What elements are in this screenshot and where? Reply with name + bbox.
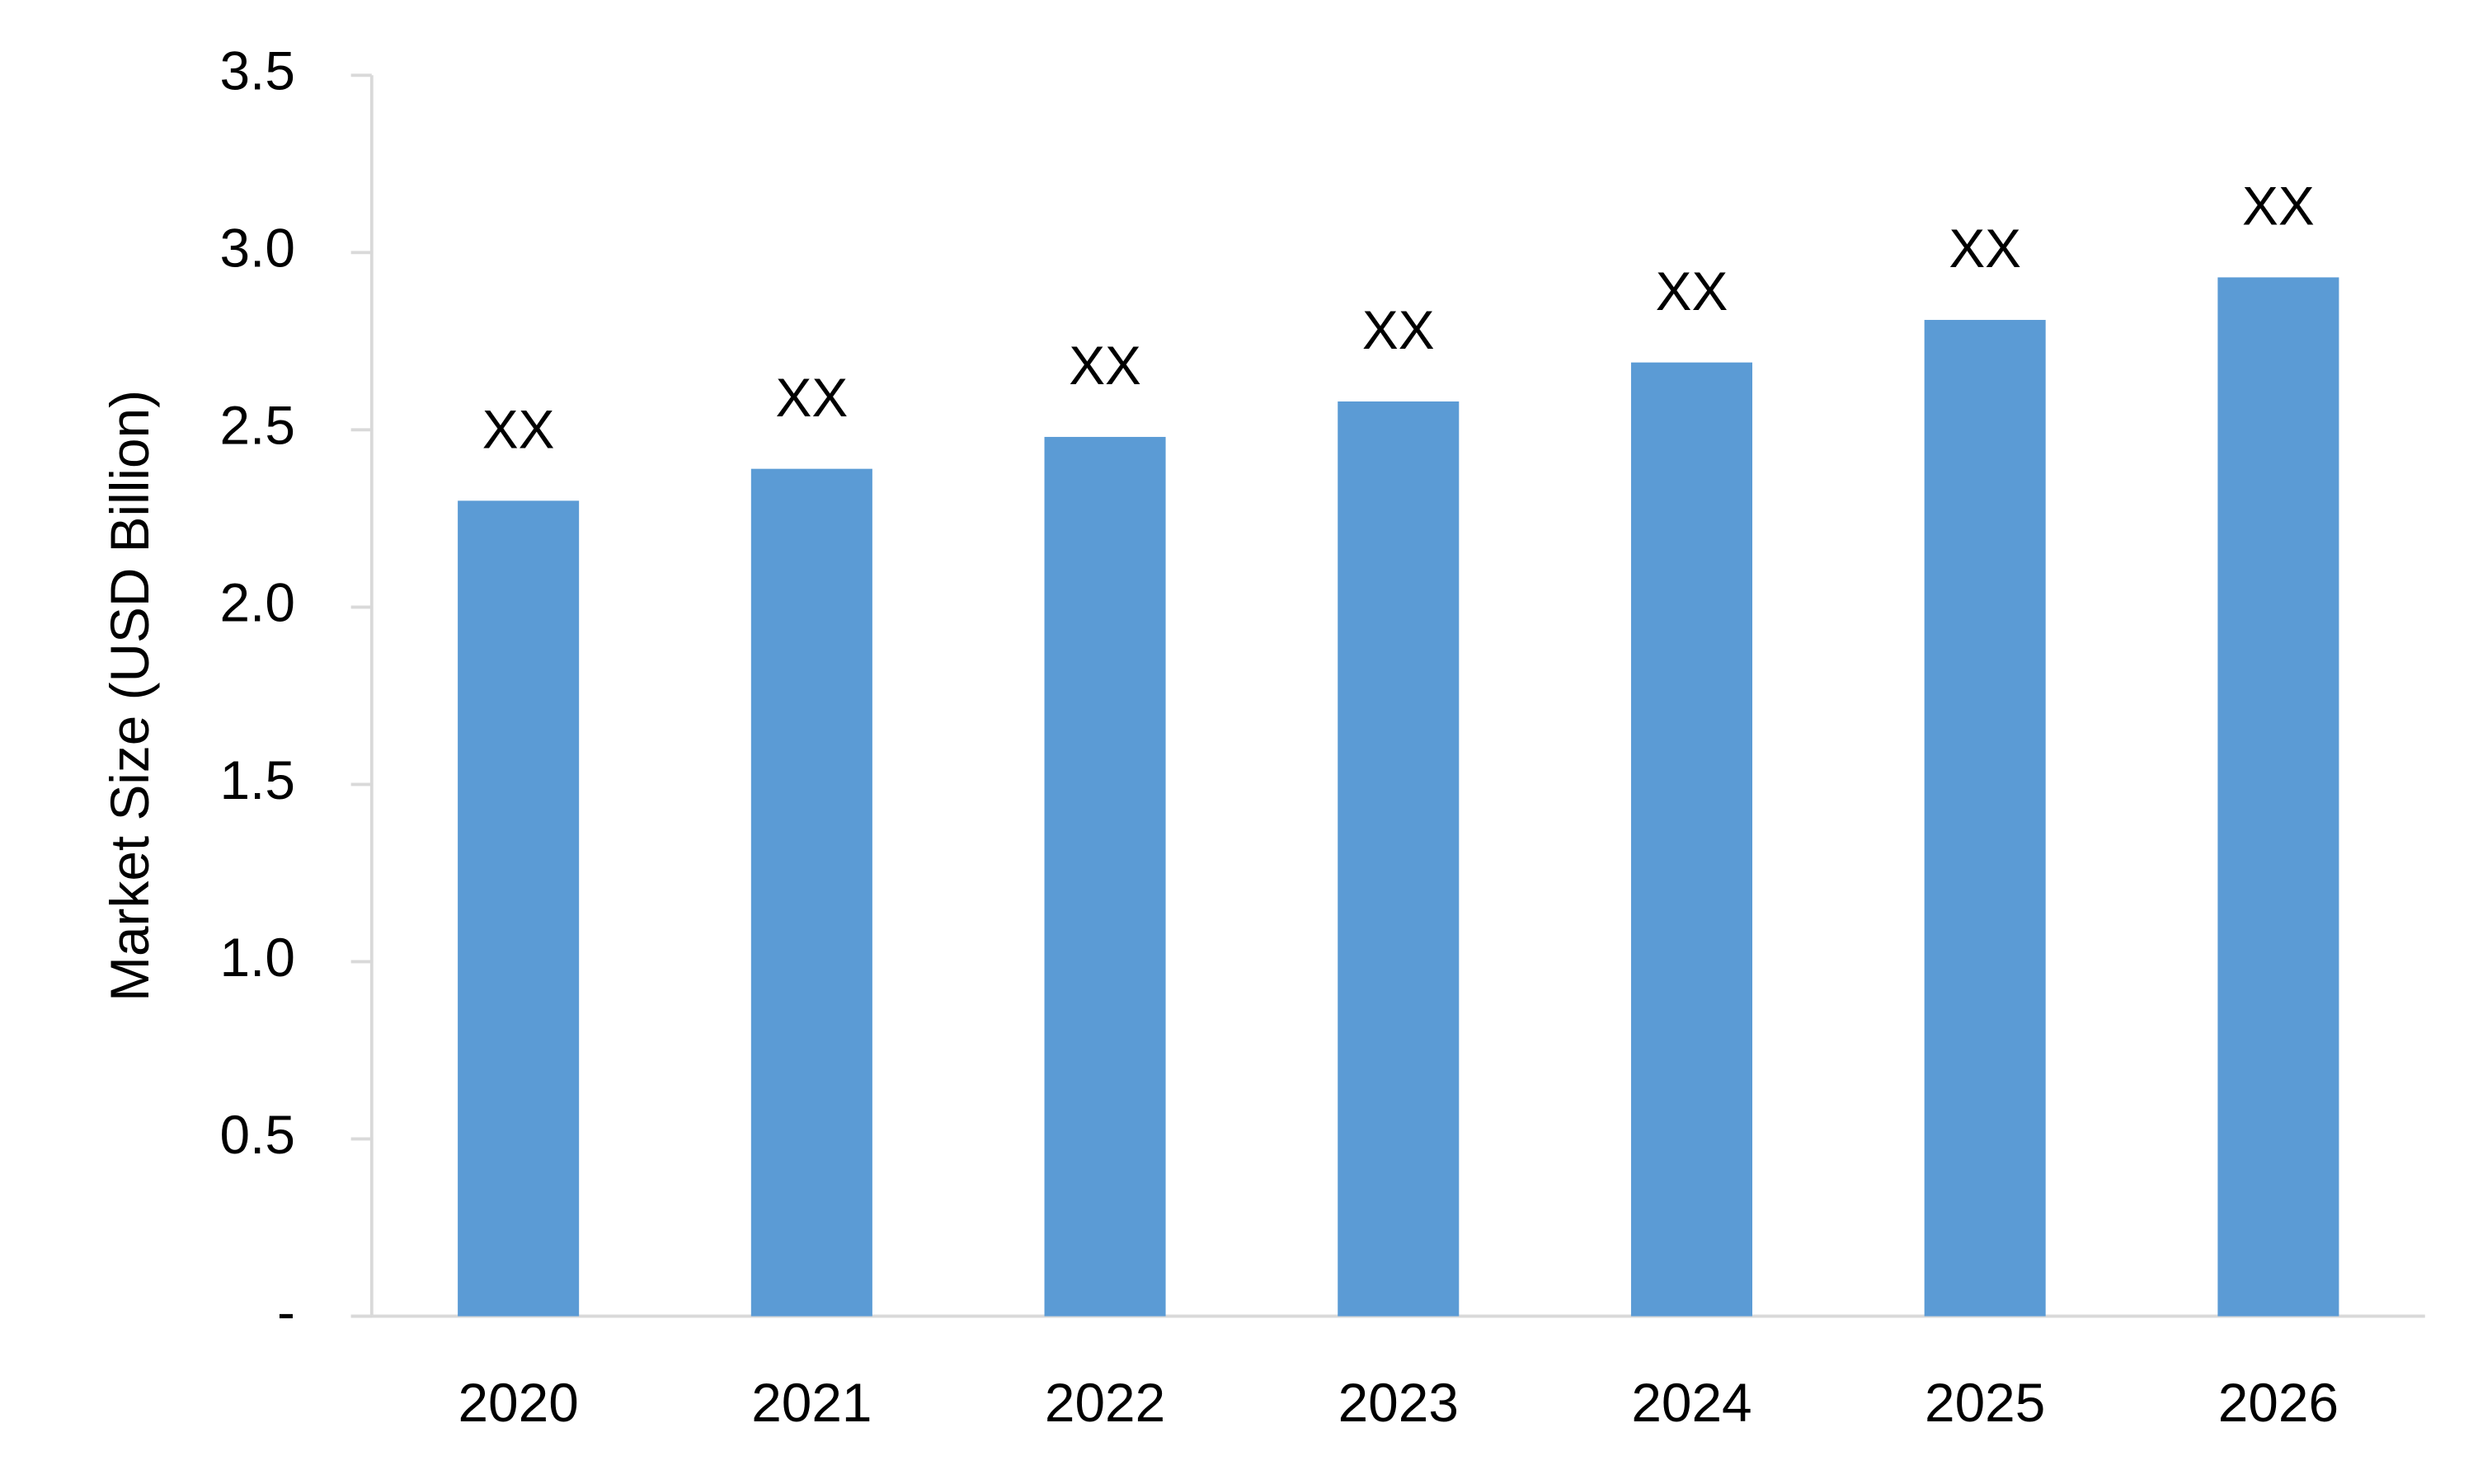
x-tick-label: 2026 xyxy=(2218,1372,2339,1433)
x-tick-label: 2022 xyxy=(1045,1372,1165,1433)
y-tick-label: - xyxy=(277,1281,295,1342)
bar-label: XX xyxy=(2242,176,2315,237)
y-tick-label: 2.5 xyxy=(219,395,294,456)
bar xyxy=(1338,401,1460,1317)
bar xyxy=(2217,277,2339,1317)
bar-label: XX xyxy=(1949,218,2021,279)
y-tick-label: 1.5 xyxy=(219,749,294,810)
x-tick-label: 2023 xyxy=(1338,1372,1459,1433)
bar xyxy=(1630,362,1752,1317)
x-tick-label: 2021 xyxy=(751,1372,872,1433)
bar xyxy=(750,468,872,1317)
x-tick-label: 2025 xyxy=(1925,1372,2045,1433)
y-tick-label: 1.0 xyxy=(219,927,294,988)
y-axis-label: Market Size (USD Billion) xyxy=(99,390,160,1002)
bar xyxy=(1924,320,2046,1317)
y-tick-label: 2.0 xyxy=(219,572,294,633)
x-tick-label: 2024 xyxy=(1631,1372,1751,1433)
bar-label: XX xyxy=(1656,261,1728,322)
bar xyxy=(1044,436,1166,1317)
bar-label: XX xyxy=(775,367,848,428)
bar-label: XX xyxy=(482,398,555,459)
x-tick-label: 2020 xyxy=(458,1372,578,1433)
bar xyxy=(458,500,580,1317)
bar-label: XX xyxy=(1069,335,1141,396)
y-tick-label: 3.0 xyxy=(219,218,294,279)
y-tick-label: 0.5 xyxy=(219,1104,294,1165)
y-tick-label: 3.5 xyxy=(219,40,294,101)
bar-label: XX xyxy=(1362,299,1435,360)
